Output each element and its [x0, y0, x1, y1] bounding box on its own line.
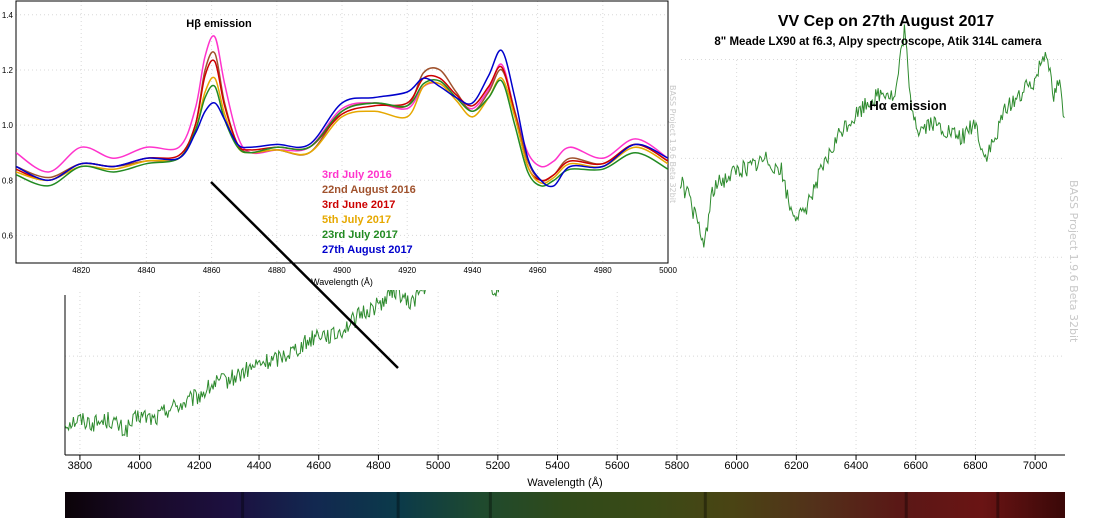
spectrum-absorption-line [904, 492, 908, 518]
watermark-inset: BASS Project 1.9.6 Beta 32bit [668, 85, 677, 203]
hbeta-x-tick-label: 4900 [333, 266, 351, 275]
legend-entry: 27th August 2017 [322, 244, 413, 256]
main-x-tick-label: 5200 [486, 460, 510, 472]
hbeta-y-tick-label: 1.0 [2, 121, 14, 130]
hbeta-x-tick-label: 4920 [398, 266, 416, 275]
main-x-tick-label: 5600 [605, 460, 629, 472]
spectrum-lines [241, 492, 1000, 518]
legend-entry: 3rd June 2017 [322, 199, 395, 211]
spectrum-absorption-line [488, 492, 492, 518]
main-x-tick-label: 7000 [1023, 460, 1047, 472]
main-x-axis-label: Wavelength (Å) [527, 476, 602, 489]
hbeta-gridlines [16, 1, 669, 263]
main-axes [64, 295, 1065, 456]
main-x-tick-label: 4000 [127, 460, 151, 472]
pointer-line [210, 181, 399, 369]
hbeta-emission-label: Hβ emission [186, 18, 252, 30]
main-x-tick-label: 6000 [724, 460, 748, 472]
hbeta-ticks: 4820 4840 4860 4880 4900 4920 4940 4960 4980 5000… [2, 11, 678, 275]
hbeta-panel: 4820 4840 4860 4880 4900 4920 4940 4960 4980 5000… [0, 0, 680, 290]
hbeta-x-tick-label: 4860 [203, 266, 221, 275]
legend-entry: 22nd August 2016 [322, 184, 416, 196]
hbeta-y-tick-label: 1.4 [2, 11, 14, 20]
main-x-tick-label: 4200 [187, 460, 211, 472]
hbeta-series-group [16, 35, 668, 188]
main-x-tick-label: 4400 [247, 460, 271, 472]
hbeta-x-tick-label: 4960 [529, 266, 547, 275]
hbeta-x-tick-label: 5000 [659, 266, 677, 275]
hbeta-x-tick-label: 4980 [594, 266, 612, 275]
watermark-main: BASS Project 1.9.6 Beta 32bit [1067, 180, 1080, 343]
legend-entry: 5th July 2017 [322, 214, 391, 226]
spectrum-absorption-line [703, 492, 707, 518]
main-x-ticks: 3800 4000 4200 4400 4600 4800 5000 5200 5400 5600… [68, 455, 1047, 472]
hbeta-x-tick-label: 4820 [72, 266, 90, 275]
page-subtitle: 8" Meade LX90 at f6.3, Alpy spectroscope… [714, 36, 1042, 48]
main-x-tick-label: 4600 [306, 460, 330, 472]
spectrum-strip [65, 492, 1065, 518]
main-x-tick-label: 6200 [784, 460, 808, 472]
main-x-tick-label: 3800 [68, 460, 92, 472]
hbeta-plot-frame [15, 0, 669, 264]
main-x-tick-label: 5800 [665, 460, 689, 472]
page-title: VV Cep on 27th August 2017 [778, 13, 994, 30]
main-x-tick-label: 4800 [366, 460, 390, 472]
hbeta-x-tick-label: 4880 [268, 266, 286, 275]
legend-entry: 3rd July 2016 [322, 169, 392, 181]
hbeta-y-tick-label: 0.8 [2, 176, 14, 185]
spectrum-absorption-line [241, 492, 245, 518]
hbeta-x-axis-label: Wavelength (Å) [311, 277, 373, 287]
main-x-tick-label: 6400 [844, 460, 868, 472]
main-x-tick-label: 5400 [545, 460, 569, 472]
hbeta-x-tick-label: 4840 [138, 266, 156, 275]
hbeta-y-tick-label: 1.2 [2, 66, 14, 75]
main-x-tick-label: 6800 [963, 460, 987, 472]
spectrum-absorption-line [396, 492, 400, 518]
hbeta-x-tick-label: 4940 [464, 266, 482, 275]
hbeta-series-line [16, 49, 668, 188]
hbeta-y-tick-label: 0.6 [2, 231, 14, 240]
spectrum-absorption-line [996, 492, 1000, 518]
main-x-tick-label: 5000 [426, 460, 450, 472]
main-x-tick-label: 6600 [904, 460, 928, 472]
hbeta-legend: 3rd July 2016 22nd August 2016 3rd June 20… [322, 169, 416, 256]
hbeta-panel-background [0, 0, 680, 290]
legend-entry: 23rd July 2017 [322, 229, 398, 241]
ha-emission-label: Hα emission [869, 98, 946, 113]
